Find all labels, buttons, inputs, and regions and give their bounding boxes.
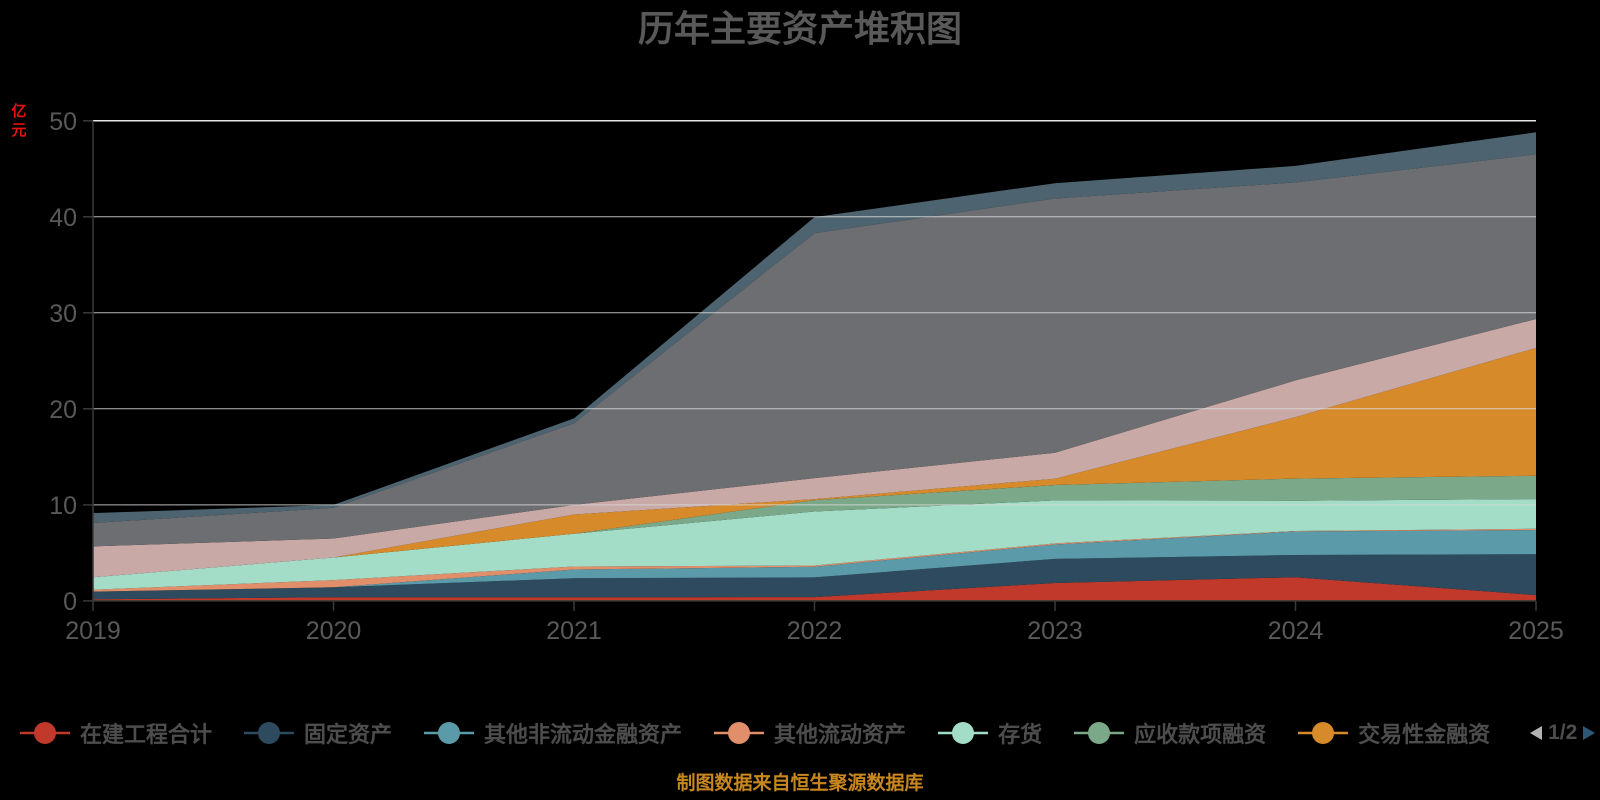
svg-text:30: 30	[49, 300, 77, 328]
svg-text:50: 50	[49, 108, 77, 136]
svg-text:20: 20	[49, 396, 77, 424]
svg-text:2021: 2021	[546, 617, 602, 645]
svg-text:40: 40	[49, 204, 77, 232]
svg-text:2025: 2025	[1508, 617, 1564, 645]
svg-text:2024: 2024	[1268, 617, 1324, 645]
svg-text:2020: 2020	[306, 617, 362, 645]
svg-text:2022: 2022	[787, 617, 843, 645]
svg-text:2019: 2019	[65, 617, 121, 645]
svg-text:10: 10	[49, 492, 77, 520]
svg-text:0: 0	[63, 588, 77, 616]
svg-text:2023: 2023	[1027, 617, 1083, 645]
